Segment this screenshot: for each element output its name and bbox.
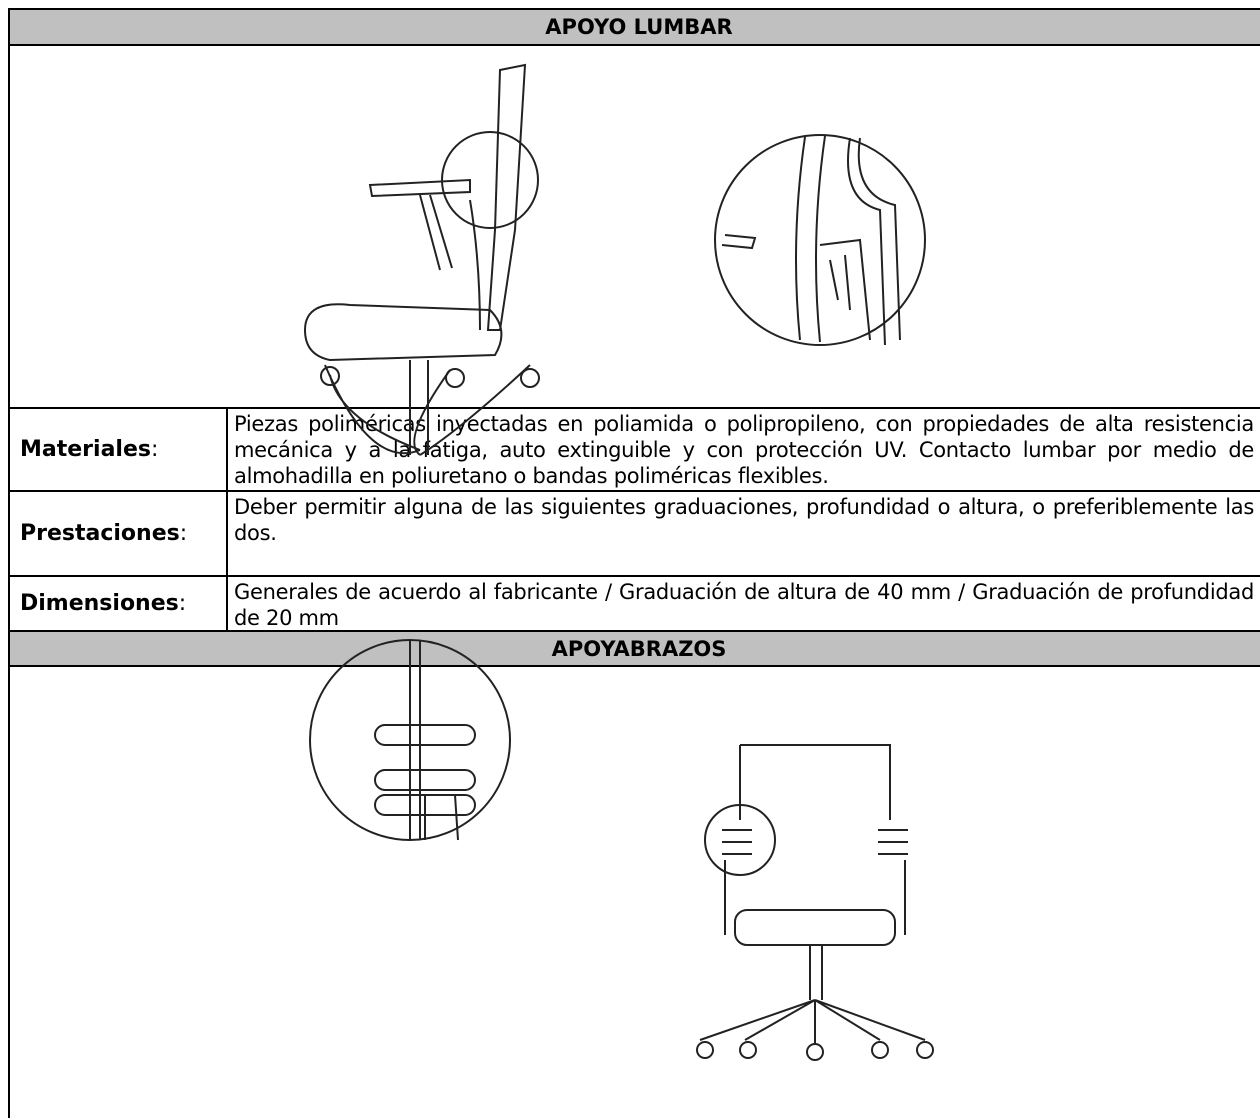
- label-suffix: :: [178, 591, 187, 616]
- image-cell: [8, 665, 1260, 1118]
- label-text: Prestaciones: [20, 521, 180, 546]
- row-text: Generales de acuerdo al fabricante / Gra…: [226, 575, 1260, 630]
- row-label: Prestaciones:: [8, 490, 226, 575]
- lumbar-zoom: [714, 134, 926, 346]
- section-header: APOYABRAZOS: [8, 630, 1260, 665]
- chair-side: [303, 63, 540, 456]
- image-cell: [8, 44, 1260, 407]
- label-text: Dimensiones: [20, 591, 179, 616]
- row-text: Deber permitir alguna de las siguientes …: [226, 490, 1260, 575]
- label-text: Materiales: [20, 437, 151, 462]
- row-label: Materiales:: [8, 407, 226, 490]
- chair-front: [696, 744, 934, 1061]
- section-header: APOYO LUMBAR: [8, 8, 1260, 44]
- armrest-zoom: [309, 639, 511, 841]
- label-suffix: :: [179, 521, 188, 546]
- label-suffix: :: [150, 437, 159, 462]
- row-label: Dimensiones:: [8, 575, 226, 630]
- row-text: Piezas poliméricas inyectadas en poliami…: [226, 407, 1260, 490]
